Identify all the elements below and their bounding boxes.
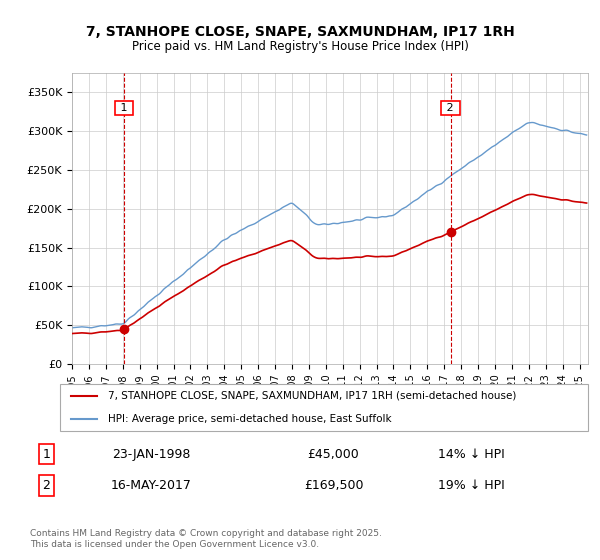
Text: £169,500: £169,500 [304,479,364,492]
Text: Price paid vs. HM Land Registry's House Price Index (HPI): Price paid vs. HM Land Registry's House … [131,40,469,53]
Text: 1: 1 [117,102,131,113]
Text: 16-MAY-2017: 16-MAY-2017 [111,479,192,492]
Text: 1: 1 [43,447,50,460]
Text: 7, STANHOPE CLOSE, SNAPE, SAXMUNDHAM, IP17 1RH (semi-detached house): 7, STANHOPE CLOSE, SNAPE, SAXMUNDHAM, IP… [107,390,516,400]
Text: 14% ↓ HPI: 14% ↓ HPI [438,447,505,460]
Text: 19% ↓ HPI: 19% ↓ HPI [438,479,505,492]
FancyBboxPatch shape [60,384,588,431]
Text: 2: 2 [43,479,50,492]
Text: Contains HM Land Registry data © Crown copyright and database right 2025.
This d: Contains HM Land Registry data © Crown c… [30,529,382,549]
Text: 2: 2 [443,102,458,113]
Text: HPI: Average price, semi-detached house, East Suffolk: HPI: Average price, semi-detached house,… [107,414,391,424]
Text: 7, STANHOPE CLOSE, SNAPE, SAXMUNDHAM, IP17 1RH: 7, STANHOPE CLOSE, SNAPE, SAXMUNDHAM, IP… [86,25,514,39]
Text: 23-JAN-1998: 23-JAN-1998 [112,447,191,460]
Text: £45,000: £45,000 [308,447,359,460]
